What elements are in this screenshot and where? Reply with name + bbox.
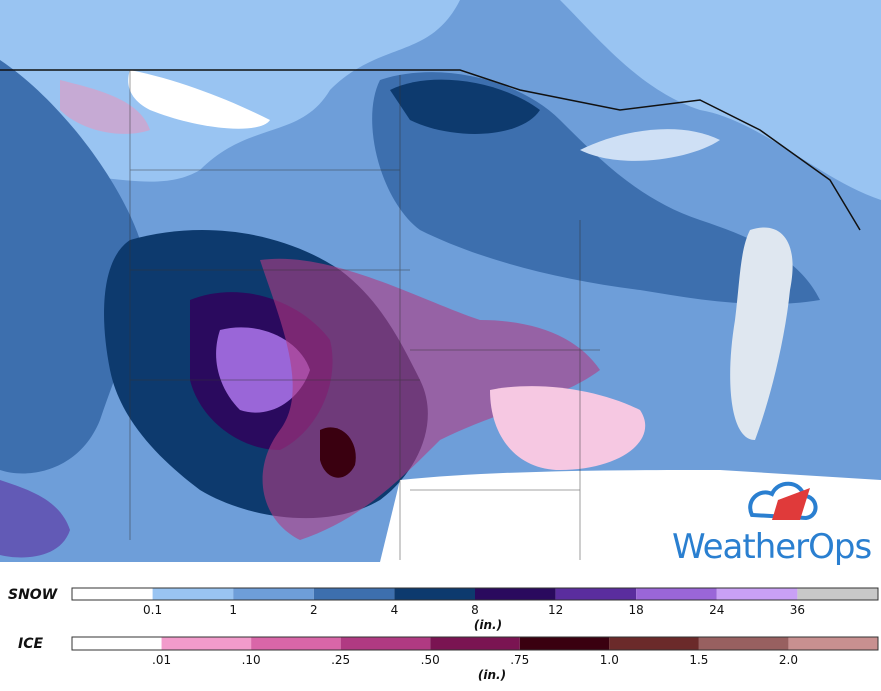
legend-unit: (in.) [478, 668, 506, 682]
legend-swatch [394, 588, 475, 600]
logo-text: WeatherOps [672, 527, 871, 567]
legend-label: 18 [629, 603, 644, 617]
legend-label: 12 [548, 603, 563, 617]
legend-swatch [340, 637, 431, 650]
legend-swatch [233, 588, 314, 600]
legend-label: .50 [421, 653, 440, 667]
legend-swatch [636, 588, 717, 600]
legend-swatch [72, 588, 153, 600]
legend-label: 1 [229, 603, 237, 617]
legend-frame [71, 636, 879, 651]
legend-label: 1.5 [689, 653, 708, 667]
legend-swatch [716, 588, 798, 600]
legend-frame [71, 587, 879, 601]
legend-unit: (in.) [474, 618, 502, 632]
legend-swatch [519, 637, 610, 650]
legend-swatch [313, 588, 395, 600]
legend-label: .10 [242, 653, 261, 667]
legend-title: SNOW [8, 587, 58, 603]
legend-swatch [788, 637, 878, 650]
map [0, 0, 881, 562]
legend-label: .25 [331, 653, 350, 667]
legend-label: .75 [510, 653, 529, 667]
legend-label: 2.0 [779, 653, 798, 667]
legend-title: ICE [18, 636, 43, 652]
legend-swatch [609, 637, 699, 650]
legend-swatch [251, 637, 341, 650]
legend-swatch [72, 637, 162, 650]
legend-label: 24 [709, 603, 724, 617]
logo: WeatherOps [672, 481, 872, 567]
legend-label: .01 [152, 653, 171, 667]
legend-label: 2 [310, 603, 318, 617]
legend-swatch [797, 588, 878, 600]
legend-label: 36 [790, 603, 805, 617]
legend-label: 8 [471, 603, 479, 617]
legend-swatch [152, 588, 234, 600]
legend-swatch [698, 637, 789, 650]
legend-swatch [430, 637, 520, 650]
legend-label: 4 [391, 603, 399, 617]
legend-label: 1.0 [600, 653, 619, 667]
legend-label: 0.1 [143, 603, 162, 617]
legend-swatch [555, 588, 637, 600]
legend-swatch [161, 637, 252, 650]
legend-swatch [475, 588, 556, 600]
